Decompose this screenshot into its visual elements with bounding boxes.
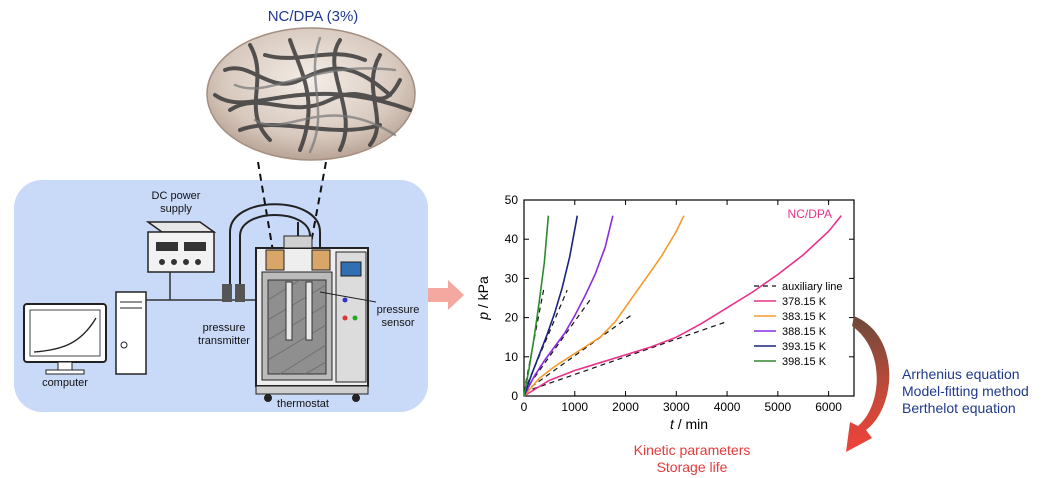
x-tick-label: 4000 [714,400,741,414]
legend-label: 388.15 K [782,326,827,338]
x-tick-label: 0 [521,400,528,414]
pressure-time-chart: 0 1000 2000 3000 4000 5000 6000 0 10 20 30 40 50 t / … [475,193,855,432]
method-arrhenius: Arrhenius equation [902,366,1020,382]
pressure-sensor-label: pressure sensor [376,304,420,329]
output-kinetic-parameters: Kinetic parameters [633,442,751,458]
outputs-list: Kinetic parameters Storage life [612,442,772,476]
computer-tower [115,291,147,375]
x-tick-label: 1000 [561,400,588,414]
dc-power-supply [145,221,217,273]
pressure-transmitter-label: pressure transmitter [198,322,250,347]
auxiliary-line [523,320,728,393]
plot-frame [523,199,855,397]
x-axis-title: t / min [670,416,708,432]
computer-monitor [23,303,107,375]
computer-label: computer [42,377,88,389]
output-storage-life: Storage life [656,459,728,475]
legend-label: 393.15 K [782,341,827,353]
pressure-transmitter [222,284,245,302]
y-tick-label: 20 [505,311,519,325]
y-tick-label: 40 [505,232,519,246]
legend-label-auxiliary: auxiliary line [782,281,843,293]
apparatus-illustration [14,27,428,412]
auxiliary-line [523,299,591,393]
auxiliary-line [523,315,631,393]
thermostat-label: thermostat [277,398,329,410]
chart-annotation: NC/DPA [788,207,832,221]
curved-arrow [846,316,890,452]
legend-label: 383.15 K [782,311,827,323]
series-line-38315 [523,215,685,397]
flow-arrow [428,280,464,310]
method-berthelot: Berthelot equation [902,400,1016,416]
series-line-38815 [523,215,614,397]
y-tick-label: 30 [505,271,519,285]
methods-list: Arrhenius equation Model-fitting method … [902,366,1042,417]
x-tick-label: 2000 [612,400,639,414]
series-line-39315 [523,215,579,397]
y-tick-label: 0 [511,389,518,403]
x-tick-label: 5000 [764,400,791,414]
method-model-fitting: Model-fitting method [902,383,1029,399]
fiber-sample-dish [206,27,416,161]
dc-power-supply-label: DC power supply [151,190,201,215]
series-line-37815 [523,215,842,397]
x-tick-label: 6000 [815,400,842,414]
legend-label: 378.15 K [782,296,827,308]
x-tick-label: 3000 [663,400,690,414]
legend-label: 398.15 K [782,356,827,368]
sensor-pointer [319,291,377,303]
thermostat-cabinet [255,222,369,402]
sample-label: NC/DPA (3%) [267,8,359,25]
pressure-tubes [229,203,321,288]
y-tick-label: 50 [505,193,519,207]
y-axis-title: p / kPa [475,276,491,321]
series-line-39815 [523,215,550,397]
y-tick-label: 10 [505,350,519,364]
